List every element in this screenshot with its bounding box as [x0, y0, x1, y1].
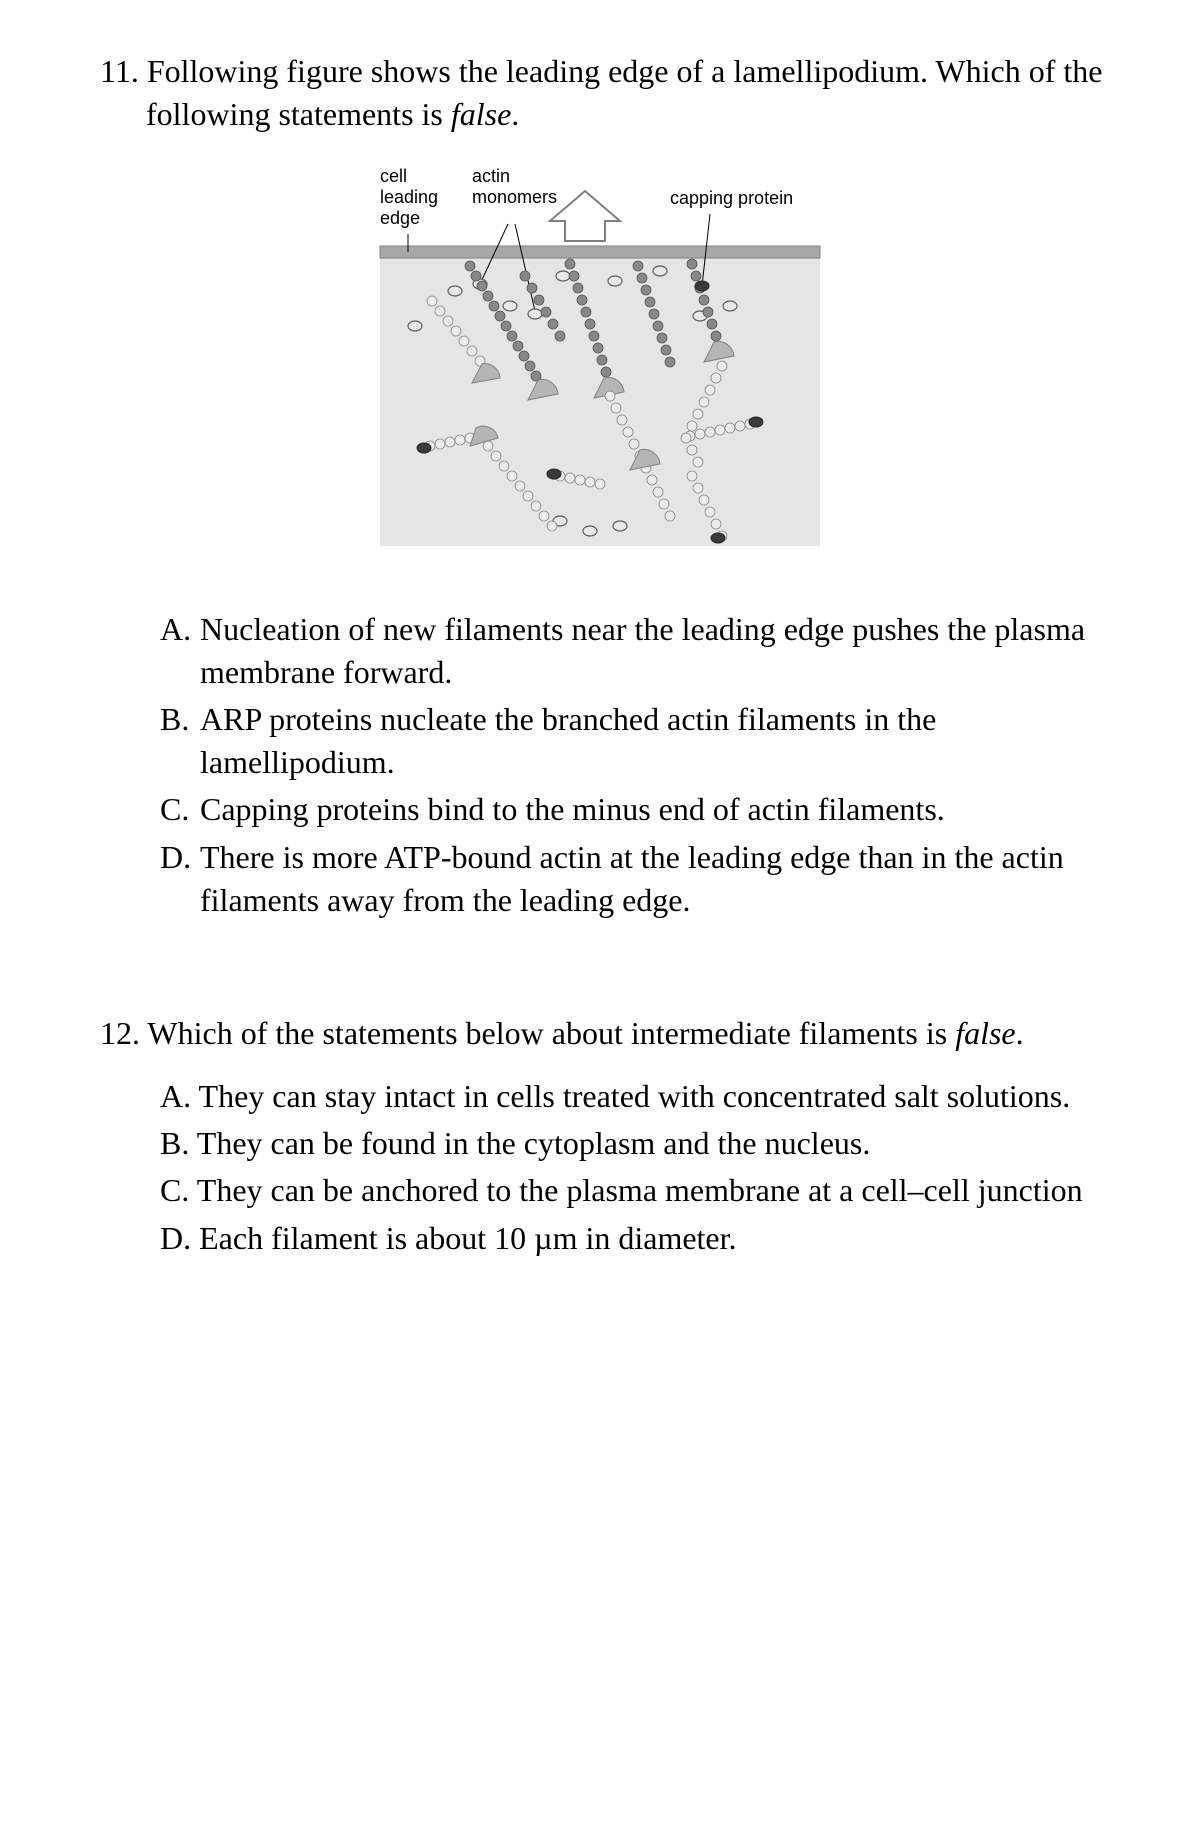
- choice-text: ARP proteins nucleate the branched actin…: [200, 698, 1120, 784]
- capping-protein-icon: [417, 443, 431, 453]
- capping-protein-icon: [547, 469, 561, 479]
- q11-stem-italic: false: [451, 96, 511, 132]
- plasma-membrane: [380, 246, 820, 258]
- q11-choices: A. Nucleation of new filaments near the …: [160, 608, 1120, 922]
- q11-stem-text2: .: [511, 96, 519, 132]
- question-11: 11. Following figure shows the leading e…: [100, 50, 1120, 922]
- q12-choice-a: A. They can stay intact in cells treated…: [100, 1075, 1120, 1118]
- capping-protein-icon: [749, 417, 763, 427]
- page: 11. Following figure shows the leading e…: [0, 0, 1200, 1400]
- q12-choice-b: B. They can be found in the cytoplasm an…: [100, 1122, 1120, 1165]
- q11-choice-c: C. Capping proteins bind to the minus en…: [160, 788, 1120, 831]
- direction-arrow-icon: [550, 191, 620, 241]
- choice-letter: C.: [160, 788, 200, 831]
- choice-text: They can be found in the cytoplasm and t…: [197, 1125, 871, 1161]
- choice-text: Each filament is about 10 µm in diameter…: [199, 1220, 736, 1256]
- q11-stem-text1: Following figure shows the leading edge …: [146, 53, 1102, 132]
- q12-stem-italic: false: [955, 1015, 1015, 1051]
- choice-letter: B.: [160, 698, 200, 784]
- q12-choice-c: C. They can be anchored to the plasma me…: [100, 1169, 1120, 1212]
- choice-text: There is more ATP-bound actin at the lea…: [200, 836, 1120, 922]
- choice-text: Nucleation of new filaments near the lea…: [200, 608, 1120, 694]
- q12-choice-d: D. Each filament is about 10 µm in diame…: [100, 1217, 1120, 1260]
- q11-figure-wrap: cell leading edge actin monomers capping…: [100, 166, 1120, 557]
- question-12: 12. Which of the statements below about …: [100, 1012, 1120, 1260]
- q11-number: 11.: [100, 53, 139, 89]
- figure-label-cell-leading-edge: cell leading edge: [380, 166, 438, 228]
- q11-figure: cell leading edge actin monomers capping…: [360, 166, 860, 546]
- choice-letter: A.: [160, 608, 200, 694]
- q11-choice-a: A. Nucleation of new filaments near the …: [160, 608, 1120, 694]
- capping-protein-icon: [711, 533, 725, 543]
- figure-label-actin-monomers: actin monomers: [472, 166, 557, 207]
- q12-stem-text1: Which of the statements below about inte…: [147, 1015, 955, 1051]
- figure-label-capping-protein: capping protein: [670, 188, 793, 209]
- q11-choice-d: D. There is more ATP-bound actin at the …: [160, 836, 1120, 922]
- q12-choices: A. They can stay intact in cells treated…: [100, 1075, 1120, 1260]
- q12-number: 12.: [100, 1015, 140, 1051]
- choice-text: Capping proteins bind to the minus end o…: [200, 788, 1120, 831]
- choice-text: They can be anchored to the plasma membr…: [197, 1172, 1083, 1208]
- q12-stem-text2: .: [1016, 1015, 1024, 1051]
- q12-stem: 12. Which of the statements below about …: [146, 1012, 1120, 1055]
- choice-text: They can stay intact in cells treated wi…: [199, 1078, 1071, 1114]
- choice-letter: D.: [160, 836, 200, 922]
- q11-stem: 11. Following figure shows the leading e…: [146, 50, 1120, 136]
- capping-protein-icon: [695, 281, 709, 291]
- q11-choice-b: B. ARP proteins nucleate the branched ac…: [160, 698, 1120, 784]
